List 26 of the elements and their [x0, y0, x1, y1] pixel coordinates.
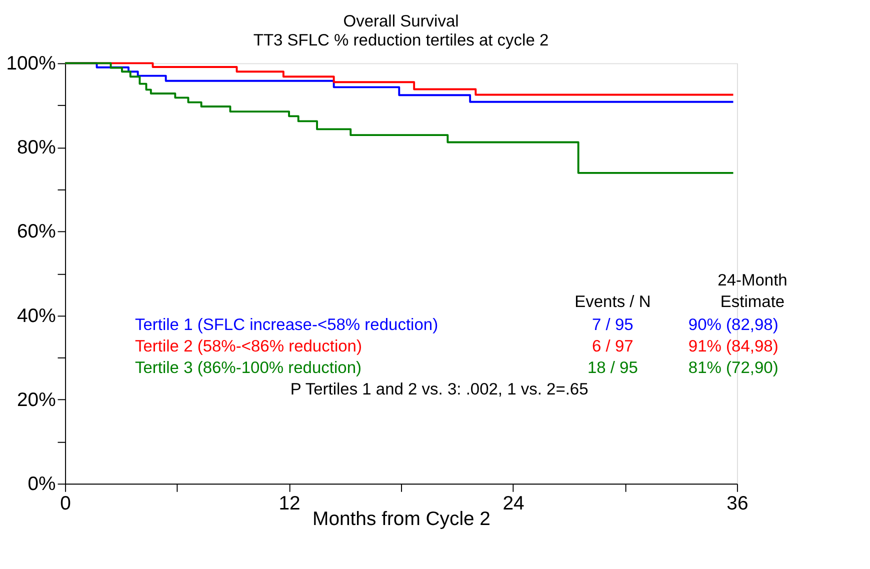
annotation: 7 / 95 [592, 316, 634, 334]
x-tick-label: 24 [502, 492, 524, 514]
annotation: 91% (84,98) [688, 338, 778, 356]
text: Tertile 1 (SFLC increase-<58% reduction) [134, 316, 438, 334]
x-tick-label: 12 [278, 492, 300, 514]
y-tick-label: 0% [28, 472, 56, 495]
y-tick-label: 40% [16, 304, 56, 327]
text: Tertile 3 (86%-100% reduction) [134, 358, 362, 377]
x-tick-label: 36 [726, 492, 748, 514]
y-tick-label: 80% [16, 136, 56, 159]
y-tick-label: 100% [6, 52, 56, 75]
annotation: 81% (72,90) [688, 358, 778, 377]
annotation: P Tertiles 1 and 2 vs. 3: .002, 1 vs. 2=.65 [290, 380, 588, 398]
x-axis-title: Months from Cycle 2 [312, 508, 490, 530]
annotation: 24-Month [718, 272, 788, 290]
chart-title: Overall Survival [343, 12, 459, 30]
y-tick-label: 20% [16, 388, 56, 411]
annotation: 90% (82,98) [688, 316, 778, 334]
annotation: 6 / 97 [592, 338, 634, 356]
x-tick-label: 0 [60, 492, 72, 514]
chart-subtitle: TT3 SFLC % reduction tertiles at cycle 2 [253, 32, 549, 50]
annotation: Estimate [720, 292, 785, 311]
annotation: 18 / 95 [587, 358, 638, 377]
y-tick-label: 60% [16, 220, 56, 243]
text: Tertile 2 (58%-<86% reduction) [134, 338, 362, 356]
annotation: Events / N [574, 292, 651, 311]
